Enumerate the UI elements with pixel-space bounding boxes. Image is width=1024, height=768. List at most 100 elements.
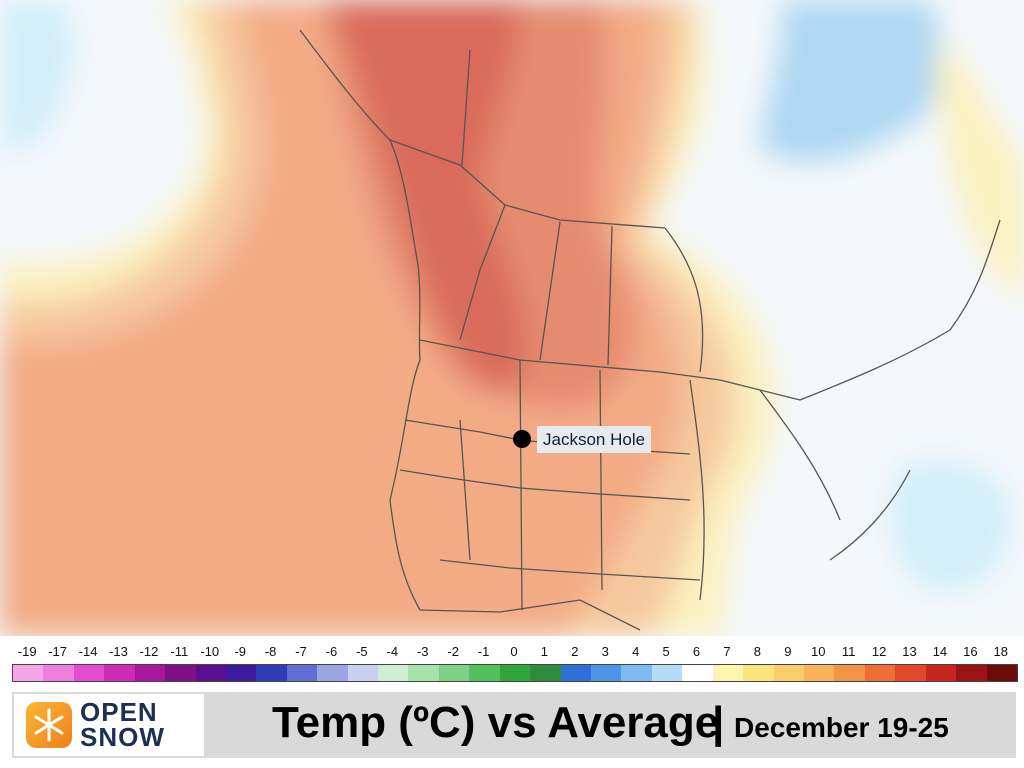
colorbar-swatch xyxy=(104,665,135,681)
logo-wordmark: OPEN SNOW xyxy=(80,697,165,752)
colorbar-tick-label: -14 xyxy=(78,644,98,659)
snowflake-icon xyxy=(26,702,72,748)
colorbar-swatch xyxy=(834,665,865,681)
colorbar-swatch xyxy=(682,665,713,681)
state-line-mid xyxy=(399,469,691,501)
state-line-east xyxy=(689,379,705,601)
temperature-anomaly-map: Jackson Hole xyxy=(0,0,1024,636)
colorbar xyxy=(12,664,1018,682)
colorbar-tick-label: -2 xyxy=(447,644,459,659)
colorbar-swatch xyxy=(956,665,987,681)
state-line-center xyxy=(519,359,523,611)
title-separator: | xyxy=(712,698,725,747)
colorbar-swatch xyxy=(895,665,926,681)
colorbar-tick-label: -6 xyxy=(325,644,338,659)
yukon-nwt-border xyxy=(461,49,471,166)
colorbar-tick-label: 3 xyxy=(601,644,609,659)
colorbar-tick-label: 2 xyxy=(571,644,579,659)
colorbar-swatch xyxy=(986,665,1017,681)
sask-manitoba-border xyxy=(607,225,613,366)
colorbar-tick-label: 1 xyxy=(540,644,549,659)
logo-word-snow: SNOW xyxy=(80,722,165,752)
location-marker-dot xyxy=(513,430,531,448)
colorbar-swatch xyxy=(225,665,257,681)
map-canvas xyxy=(0,0,1024,636)
colorbar-swatch xyxy=(195,665,226,681)
atlantic-coastline xyxy=(799,219,1001,401)
colorbar-tick-label: 10 xyxy=(811,644,826,659)
colorbar-swatch xyxy=(43,665,74,681)
pacific-coastline xyxy=(299,29,421,611)
colorbar-tick-label: -12 xyxy=(139,644,159,659)
colorbar-swatch xyxy=(256,665,287,681)
colorbar-swatch xyxy=(743,665,774,681)
colorbar-tick-label: -9 xyxy=(234,644,246,659)
colorbar-tick-label: 11 xyxy=(841,644,856,659)
colorbar-swatch xyxy=(803,665,835,681)
colorbar-legend: -19 -17 -14 -13 -12 -11 -10 -9 -8 -7 -6 -5 -4 -3 -2 -1 0… xyxy=(12,640,1018,688)
colorbar-tick-label: -13 xyxy=(109,644,128,659)
colorbar-tick-label: 13 xyxy=(902,644,917,659)
colorbar-tick-labels: -19 -17 -14 -13 -12 -11 -10 -9 -8 -7 -6 -5 -4 -3 -2 -1 0… xyxy=(12,642,1018,662)
colorbar-tick-label: -7 xyxy=(295,644,307,659)
colorbar-tick-label: -11 xyxy=(170,644,189,659)
colorbar-swatch xyxy=(773,665,804,681)
colorbar-tick-label: 18 xyxy=(993,644,1009,659)
colorbar-swatch xyxy=(13,665,44,681)
colorbar-swatch xyxy=(408,665,439,681)
colorbar-swatch xyxy=(134,665,166,681)
footer-banner: OPEN SNOW Temp (ºC) vs Average | Decembe… xyxy=(12,692,1016,758)
colorbar-tick-label: 6 xyxy=(692,644,701,659)
state-line-west xyxy=(459,419,471,561)
colorbar-tick-label: 5 xyxy=(662,644,670,659)
colorbar-swatch xyxy=(438,665,470,681)
colorbar-tick-label: 8 xyxy=(753,644,762,659)
colorbar-tick-label: -17 xyxy=(48,644,68,659)
colorbar-swatch xyxy=(560,665,592,681)
colorbar-swatch xyxy=(651,665,683,681)
colorbar-tick-label: 4 xyxy=(632,644,640,659)
colorbar-tick-label: -1 xyxy=(477,644,490,659)
colorbar-tick-label: 12 xyxy=(871,644,887,659)
great-lakes-outline xyxy=(759,389,841,521)
colorbar-tick-label: -3 xyxy=(416,644,429,659)
state-line-south xyxy=(439,559,701,581)
colorbar-swatch xyxy=(712,665,744,681)
colorbar-swatch xyxy=(73,665,105,681)
anomaly-field xyxy=(0,0,1024,636)
bc-alberta-border xyxy=(459,204,506,341)
manitoba-ontario-border xyxy=(664,227,704,373)
us-mexico-border xyxy=(419,599,641,631)
state-line-plains xyxy=(599,369,603,591)
colorbar-swatch xyxy=(317,665,348,681)
colorbar-tick-label: 9 xyxy=(784,644,792,659)
colorbar-swatch xyxy=(347,665,379,681)
colorbar-tick-label: 0 xyxy=(510,644,518,659)
date-range: December 19-25 xyxy=(734,712,949,743)
colorbar-swatch xyxy=(925,665,957,681)
colorbar-tick-label: -4 xyxy=(386,644,399,659)
colorbar-swatch xyxy=(864,665,896,681)
colorbar-swatch xyxy=(286,665,318,681)
colorbar-swatch xyxy=(530,665,561,681)
colorbar-swatch xyxy=(621,665,652,681)
colorbar-tick-label: 16 xyxy=(963,644,978,659)
colorbar-tick-label: -19 xyxy=(17,644,37,659)
colorbar-tick-label: -8 xyxy=(264,644,277,659)
us-canada-border xyxy=(419,339,801,401)
colorbar-tick-label: -10 xyxy=(200,644,220,659)
logo-word-open: OPEN xyxy=(80,697,158,727)
colorbar-swatch xyxy=(165,665,196,681)
colorbar-swatch xyxy=(469,665,500,681)
location-label: Jackson Hole xyxy=(537,426,652,453)
colorbar-swatch xyxy=(499,665,531,681)
opensnow-logo: OPEN SNOW xyxy=(14,694,204,756)
colorbar-swatch xyxy=(591,665,622,681)
colorbar-tick-label: -5 xyxy=(356,644,368,659)
colorbar-tick-label: 14 xyxy=(932,644,948,659)
colorbar-swatch xyxy=(378,665,409,681)
colorbar-tick-label: 7 xyxy=(723,644,731,659)
southeast-coastline xyxy=(829,469,911,561)
alberta-sask-border xyxy=(539,221,561,361)
map-title: Temp (ºC) vs Average xyxy=(272,698,720,747)
